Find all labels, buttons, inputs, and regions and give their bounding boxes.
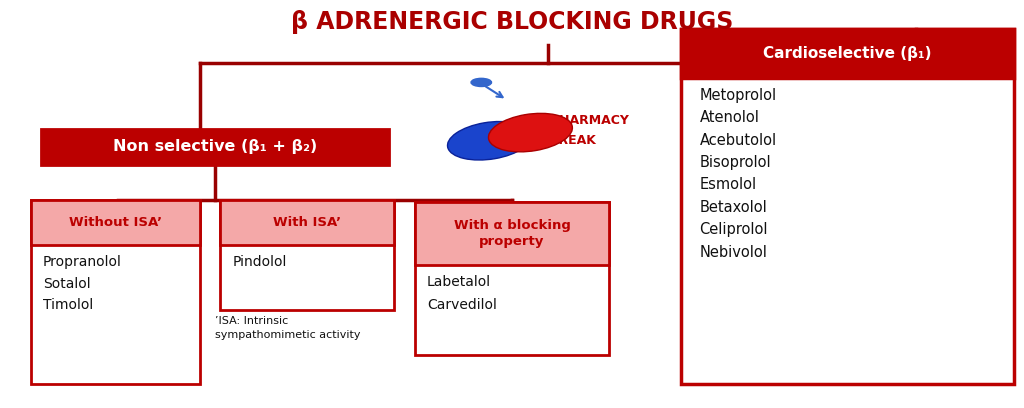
- Text: Metoprolol
Atenolol
Acebutolol
Bisoprolol
Esmolol
Betaxolol
Celiprolol
Nebivolol: Metoprolol Atenolol Acebutolol Bisoprolo…: [699, 88, 776, 260]
- Circle shape: [471, 78, 492, 86]
- FancyBboxPatch shape: [220, 200, 394, 310]
- Text: Without ISA’: Without ISA’: [69, 216, 162, 229]
- Text: FREAK: FREAK: [551, 134, 597, 147]
- FancyBboxPatch shape: [41, 129, 389, 165]
- Text: Labetalol
Carvedilol: Labetalol Carvedilol: [427, 275, 497, 312]
- FancyBboxPatch shape: [31, 200, 200, 245]
- Text: Non selective (β₁ + β₂): Non selective (β₁ + β₂): [113, 140, 317, 154]
- FancyBboxPatch shape: [681, 29, 1014, 384]
- FancyBboxPatch shape: [415, 202, 609, 265]
- Text: Pindolol: Pindolol: [232, 255, 287, 269]
- Text: With ISA’: With ISA’: [273, 216, 341, 229]
- FancyBboxPatch shape: [681, 29, 1014, 78]
- Text: Cardioselective (β₁): Cardioselective (β₁): [763, 46, 932, 60]
- Text: Propranolol
Sotalol
Timolol: Propranolol Sotalol Timolol: [43, 255, 122, 313]
- FancyBboxPatch shape: [415, 202, 609, 355]
- Ellipse shape: [447, 122, 531, 160]
- Text: PHARMACY: PHARMACY: [551, 114, 630, 127]
- Text: With α blocking
property: With α blocking property: [454, 219, 570, 248]
- FancyBboxPatch shape: [31, 200, 200, 384]
- FancyBboxPatch shape: [220, 200, 394, 245]
- Ellipse shape: [488, 113, 572, 152]
- Text: ’ISA: Intrinsic
sympathomimetic activity: ’ISA: Intrinsic sympathomimetic activity: [215, 316, 360, 340]
- Text: β ADRENERGIC BLOCKING DRUGS: β ADRENERGIC BLOCKING DRUGS: [291, 11, 733, 34]
